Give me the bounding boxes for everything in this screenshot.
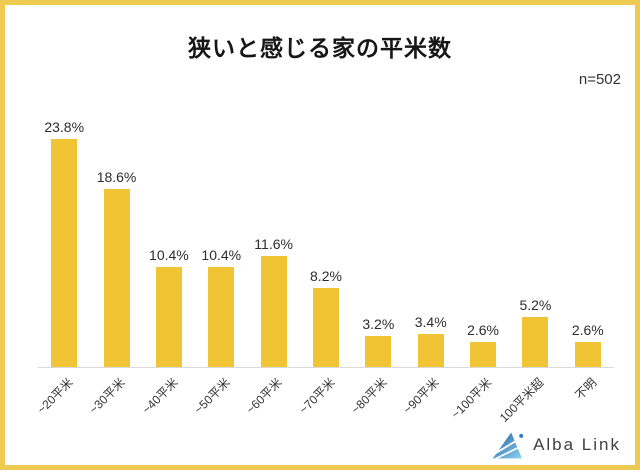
- chart-title: 狭いと感じる家の平米数: [188, 35, 452, 61]
- bar: [103, 188, 130, 367]
- category-label: ~20平米: [34, 375, 76, 417]
- bar-value-label: 23.8%: [44, 119, 85, 135]
- bar-column: 18.6% ~30平米: [87, 110, 142, 417]
- bar-value-label: 8.2%: [310, 268, 342, 285]
- bar: [522, 317, 549, 367]
- bar: [155, 267, 182, 367]
- footer-logo: Alba Link: [490, 430, 621, 460]
- bar-column: 3.2% ~80平米: [348, 110, 404, 416]
- category-label: ~90平米: [400, 375, 443, 417]
- bar-chart: 23.8% ~20平米 18.6% ~30平米 10.4% ~40平米 10.4% ~50平米…: [34, 110, 614, 425]
- bar-value-label: 2.6%: [571, 322, 604, 339]
- bar-column: 10.4% ~40平米: [139, 110, 195, 416]
- bar: [417, 334, 444, 367]
- category-label: ~70平米: [296, 375, 338, 417]
- category-label: ~30平米: [86, 375, 128, 417]
- category-label: 100平米超: [497, 375, 547, 425]
- bar-column: 8.2% ~70平米: [296, 110, 352, 416]
- bar-column: 2.6% 不明: [562, 110, 614, 402]
- category-label: ~50平米: [191, 375, 233, 417]
- bar-value-label: 3.4%: [414, 314, 447, 331]
- bar: [51, 139, 78, 367]
- bar-column: 11.6% ~60平米: [244, 110, 299, 417]
- category-label: ~100平米: [448, 375, 495, 422]
- bar: [312, 288, 339, 367]
- category-label: ~80平米: [348, 375, 390, 417]
- category-label: ~60平米: [243, 375, 285, 417]
- bar-column: 2.6% ~100平米: [448, 110, 509, 421]
- bar-value-label: 5.2%: [519, 297, 552, 314]
- sample-size-label: n=502: [578, 71, 621, 88]
- bar-value-label: 10.4%: [149, 247, 189, 264]
- bar-column: 23.8% ~20平米: [34, 110, 90, 417]
- bar-column: 10.4% ~50平米: [191, 110, 247, 416]
- albalink-logo-icon: [490, 432, 524, 460]
- bar-chart-plot-area: 23.8% ~20平米 18.6% ~30平米 10.4% ~40平米 10.4% ~50平米…: [34, 110, 614, 425]
- bar: [260, 255, 287, 367]
- bar: [574, 342, 601, 367]
- bar-value-label: 11.6%: [254, 235, 293, 252]
- bar-column: 5.2% 100平米超: [497, 110, 561, 425]
- bar-value-label: 10.4%: [201, 247, 242, 264]
- bar: [365, 336, 392, 367]
- bar-value-label: 3.2%: [362, 316, 395, 333]
- bar: [208, 267, 235, 367]
- logo-text: Alba Link: [533, 435, 621, 454]
- category-label: ~40平米: [138, 375, 181, 417]
- bar-value-label: 2.6%: [467, 322, 500, 339]
- bar-value-label: 18.6%: [96, 168, 137, 185]
- bar: [470, 342, 497, 367]
- bar-column: 3.4% ~90平米: [401, 110, 457, 416]
- category-label: 不明: [572, 375, 600, 403]
